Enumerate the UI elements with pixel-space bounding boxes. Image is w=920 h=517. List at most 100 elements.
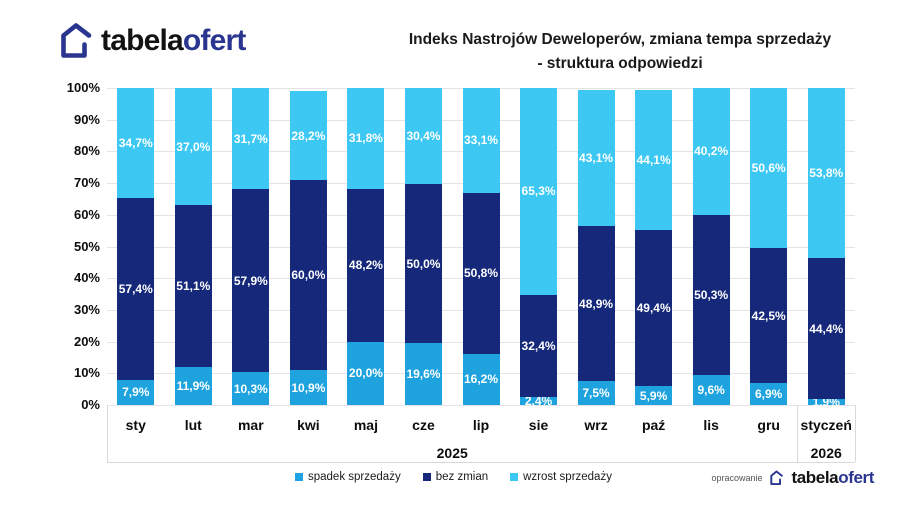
bar-segment-sie-0 [520,397,558,405]
bar-segment-lut-1 [174,205,212,368]
bar-segment-sty-1 [117,197,155,380]
legend-item-2: wzrost sprzedaży [510,471,612,483]
credit: opracowanie tabelaofert [711,468,874,488]
x-axis-label-kwi: kwi [297,417,320,433]
bar-segment-kwi-0 [289,370,327,405]
legend-swatch-0 [295,473,303,481]
bar-segment-lut-0 [174,367,212,405]
bar-segment-paź-2 [635,89,673,230]
bar-value-sty-2: 34,7% [118,135,153,150]
bar-value-lut-2: 37,0% [176,139,211,154]
bar-segment-sie-2 [520,87,558,295]
bar-value-paź-0: 5,9% [639,388,668,403]
x-axis-label-cze: cze [412,417,435,433]
bar-segment-gru-2 [750,88,788,249]
bar-value-mar-0: 10,3% [233,381,268,396]
legend-label-1: bez zmian [435,471,489,483]
bar-value-lip-0: 16,2% [463,372,499,387]
legend: spadek sprzedaży bez zmian wzrost sprzedaż… [295,471,612,483]
bar-segment-paź-0 [635,386,673,405]
legend-swatch-2 [510,473,519,481]
bar-value-gru-1: 42,5% [751,308,786,323]
bar-value-maj-1: 48,2% [348,258,383,273]
bar-value-cze-1: 50,0% [406,256,441,271]
y-axis-tick-90: 90% [73,111,100,127]
bar-segment-lut-2 [174,88,212,206]
bar-value-wrz-1: 48,9% [579,296,614,311]
bar-segment-mar-1 [232,188,270,373]
bar-segment-sie-1 [520,294,558,398]
x-axis-label-lis: lis [703,417,719,433]
bar-value-kwi-1: 60,0% [291,268,326,283]
legend-label-0: spadek sprzedaży [308,471,401,483]
bar-value-cze-0: 19,6% [406,366,441,381]
y-axis-tick-30: 30% [73,301,100,317]
bar-segment-cze-2 [404,88,442,185]
bar-segment-sty-0 [117,379,155,405]
bar-segment-lis-2 [692,87,730,216]
axis-band-bottom-rule [107,462,855,463]
chart-title-line2: - struktura odpowiedzi [537,55,703,72]
brand-text-blue: ofert [182,24,246,57]
brand-text-black: tabela [101,24,184,57]
bar-value-mar-1: 57,9% [233,273,268,288]
bar-segment-sty-2 [117,88,155,198]
credit-house-icon [770,470,784,485]
bar-segment-wrz-2 [577,89,615,227]
bar-value-lis-1: 50,3% [694,287,729,302]
bar-value-sty-0: 7,9% [122,385,150,400]
bar-value-cze-2: 30,4% [406,129,441,144]
bar-segment-lip-2 [462,87,500,193]
legend-label-2: wzrost sprzedaży [523,471,612,483]
y-axis-tick-50: 50% [73,238,100,254]
y-axis-tick-100: 100% [66,80,100,95]
x-axis-label-paź: paź [641,417,666,433]
bar-value-lut-1: 51,1% [176,279,211,294]
group-label-2025: 2025 [436,445,468,461]
bar-value-gru-0: 6,9% [755,387,783,402]
bar-value-styczeń-2: 53,8% [809,165,844,180]
bar-segment-styczeń-1 [807,258,845,399]
bar-segment-cze-1 [404,184,442,343]
axis-band-separator-1 [797,405,799,462]
x-axis-label-mar: mar [237,417,264,433]
bar-segment-kwi-1 [289,180,327,371]
bar-value-wrz-0: 7,5% [582,386,610,401]
bar-segment-mar-2 [232,88,270,189]
bar-value-mar-2: 31,7% [233,131,268,146]
bar-segment-styczeń-0 [807,398,845,405]
brand-logo: tabelaofert [58,22,246,60]
credit-text-blue: ofert [838,468,874,487]
chart-title: Indeks Nastrojów Deweloperów, zmiana tem… [385,28,855,76]
bar-value-styczeń-1: 44,4% [809,321,844,336]
credit-text-black: tabela [791,468,839,487]
x-axis-label-styczeń: styczeń [800,417,852,433]
bar-value-sie-0: 2,4% [524,394,553,409]
bar-value-maj-2: 31,8% [348,131,383,146]
bar-segment-maj-2 [347,88,385,189]
group-label-2026: 2026 [810,445,842,461]
axis-band-separator-2 [855,405,856,462]
bar-value-sie-2: 65,3% [521,184,556,199]
bar-value-lut-0: 11,9% [176,379,210,394]
gridline-0 [107,405,855,406]
bar-value-gru-2: 50,6% [751,161,786,176]
legend-swatch-1 [422,473,431,481]
y-axis-tick-0: 0% [81,397,100,412]
bar-segment-maj-1 [347,188,385,342]
bar-value-kwi-0: 10,9% [291,380,326,395]
y-axis-tick-60: 60% [73,206,100,222]
bar-value-lis-0: 9,6% [697,382,725,397]
bar-segment-lis-0 [692,374,730,405]
bar-segment-lip-0 [462,353,500,405]
brand-wordmark: tabelaofert [101,24,246,58]
legend-item-0: spadek sprzedaży [295,471,401,483]
y-axis-tick-70: 70% [73,175,100,191]
chart-title-line1: Indeks Nastrojów Deweloperów, zmiana tem… [408,31,832,48]
bar-value-sie-1: 32,4% [521,339,556,354]
credit-wordmark: tabelaofert [791,468,874,488]
bar-value-maj-0: 20,0% [348,366,383,381]
bar-segment-wrz-1 [577,226,615,382]
bar-segment-lip-1 [462,192,500,354]
